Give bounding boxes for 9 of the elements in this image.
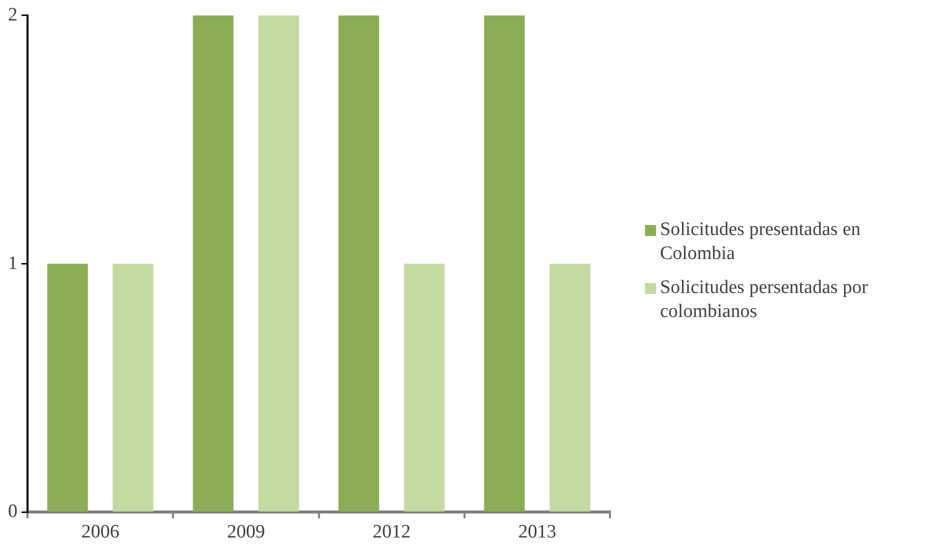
x-tick-label: 2012 xyxy=(372,522,411,543)
y-tick-label: 0 xyxy=(8,501,18,522)
x-tick-label: 2013 xyxy=(518,522,556,543)
legend-label: Solicitudes persentadas por colombianos xyxy=(660,276,869,324)
y-tick-label: 2 xyxy=(8,4,18,26)
x-tick-label: 2009 xyxy=(226,522,265,543)
legend-label: Solicitudes presentadas en Colombia xyxy=(660,218,862,266)
y-tick-label: 1 xyxy=(8,252,18,274)
x-tick-label: 2006 xyxy=(81,522,120,543)
